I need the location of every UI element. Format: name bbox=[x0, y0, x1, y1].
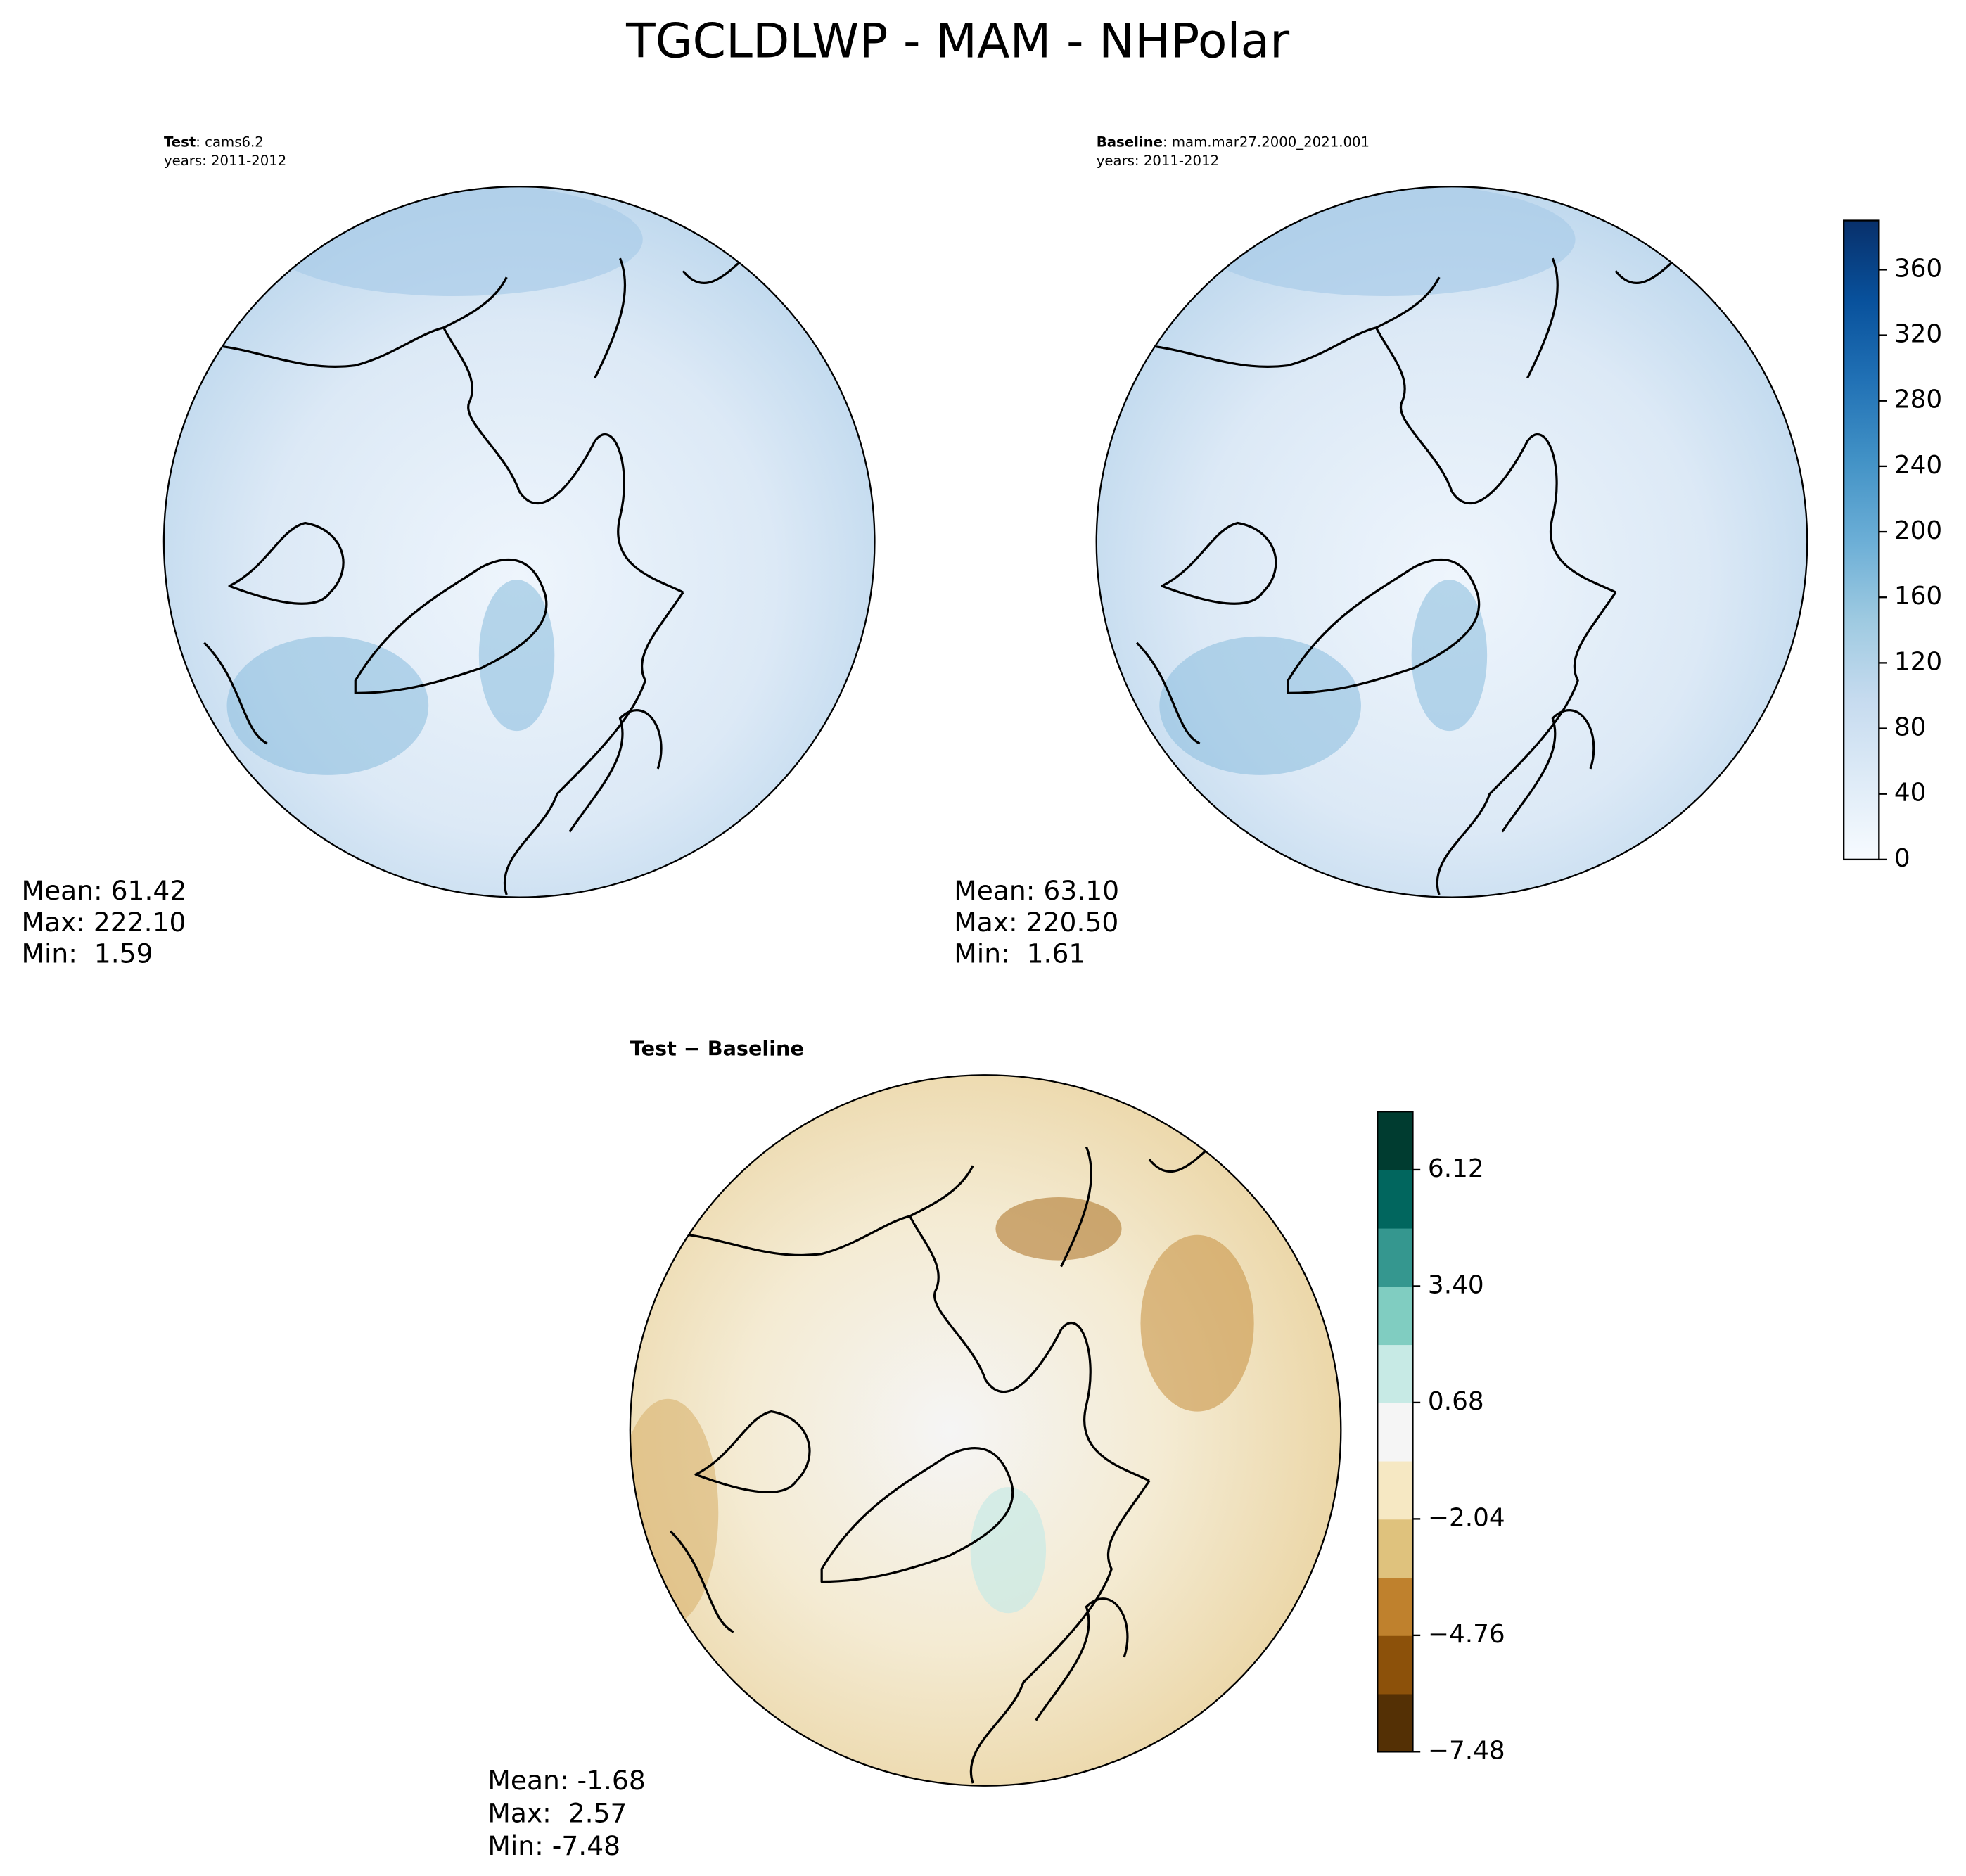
map-background bbox=[630, 1075, 1341, 1786]
colorbar-band bbox=[1377, 1111, 1413, 1170]
colorbar: 0 40 80 120 160 200 240 280 320 360 bbox=[1843, 219, 1942, 873]
colorbar-band bbox=[1377, 1693, 1413, 1753]
colorbar-tick-label: 80 bbox=[1894, 713, 1927, 742]
stat-text: Mean: -1.68 bbox=[487, 1765, 645, 1796]
colorbar-tick-label: 160 bbox=[1894, 582, 1942, 611]
stat-text: Min: 1.61 bbox=[954, 938, 1085, 969]
colorbar-tick-label: 320 bbox=[1894, 320, 1942, 349]
stat-text: Mean: 63.10 bbox=[954, 875, 1119, 906]
colorbar-tick-label: 120 bbox=[1894, 647, 1942, 676]
panel-years: years: 2011-2012 bbox=[164, 153, 286, 169]
colorbar-band bbox=[1377, 1577, 1413, 1636]
panel-years: years: 2011-2012 bbox=[1097, 153, 1219, 169]
colorbar-frame bbox=[1843, 219, 1880, 861]
stat-text: Max: 2.57 bbox=[487, 1797, 627, 1828]
panel-label: Test − Baseline bbox=[630, 1036, 804, 1060]
colorbar-tick-label: 200 bbox=[1894, 516, 1942, 545]
map-background bbox=[1096, 186, 1808, 898]
colorbar-band bbox=[1377, 1519, 1413, 1578]
colorbar-band bbox=[1377, 1635, 1413, 1695]
panel-label: Test: cams6.2 bbox=[164, 134, 264, 150]
stat-text: Min: 1.59 bbox=[21, 938, 153, 969]
colorbar-band bbox=[1377, 1227, 1413, 1287]
map-panel: Test − Baseline Mean: -1.68 Max: 2.57 Mi… bbox=[487, 1036, 1342, 1861]
stat-text: Max: 222.10 bbox=[21, 907, 186, 938]
colorbar-tick-label: 0.68 bbox=[1428, 1387, 1484, 1416]
colorbar-tick-label: 0 bbox=[1894, 844, 1910, 873]
panel-label: Baseline: mam.mar27.2000_2021.001 bbox=[1097, 134, 1370, 150]
colorbar-tick-label: 280 bbox=[1894, 385, 1942, 414]
stat-text: Min: -7.48 bbox=[487, 1830, 620, 1861]
colorbar-tick-label: 240 bbox=[1894, 451, 1942, 480]
colorbar-band bbox=[1377, 1169, 1413, 1229]
map-background bbox=[163, 186, 875, 898]
colorbar-tick-label: 3.40 bbox=[1428, 1270, 1484, 1299]
colorbar-tick-label: 40 bbox=[1894, 779, 1927, 808]
colorbar-tick-label: −7.48 bbox=[1428, 1736, 1505, 1765]
colorbar-band bbox=[1377, 1460, 1413, 1520]
map-field bbox=[630, 1132, 1254, 1785]
colorbar: −7.48 −4.76 −2.04 0.68 3.40 6.12 bbox=[1377, 1111, 1505, 1765]
colorbar-tick-label: −2.04 bbox=[1428, 1503, 1505, 1532]
colorbar-tick-label: 360 bbox=[1894, 254, 1942, 283]
map-panel: Baseline: mam.mar27.2000_2021.001 years:… bbox=[954, 134, 1808, 969]
colorbar-band bbox=[1377, 1402, 1413, 1462]
figure-title: TGCLDLWP - MAM - NHPolar bbox=[625, 13, 1289, 69]
colorbar-fill bbox=[1844, 220, 1879, 860]
map-panel: Test: cams6.2 years: 2011-2012 Mean: 61.… bbox=[21, 134, 876, 969]
colorbar-tick-label: 6.12 bbox=[1428, 1154, 1484, 1183]
colorbar-band bbox=[1377, 1286, 1413, 1346]
stat-text: Max: 220.50 bbox=[954, 907, 1118, 938]
colorbar-tick-label: −4.76 bbox=[1428, 1620, 1505, 1649]
colorbar-band bbox=[1377, 1344, 1413, 1403]
stat-text: Mean: 61.42 bbox=[21, 875, 186, 906]
colorbar-frame bbox=[1377, 1111, 1414, 1753]
